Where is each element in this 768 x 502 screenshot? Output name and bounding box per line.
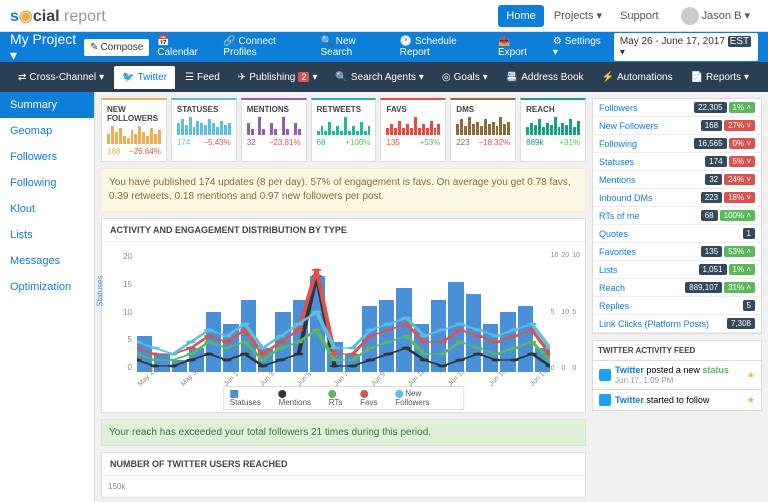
date-range[interactable]: May 26 - June 17, 2017 EST ▾ (614, 33, 758, 61)
schedule-link[interactable]: 🕐 Schedule Report (395, 33, 490, 61)
nav-support[interactable]: Support (612, 5, 667, 27)
chart-legend: Statuses Mentions RTs Favs New Followers (223, 386, 465, 410)
sidebar-item-klout[interactable]: Klout (0, 196, 94, 222)
tab-automations[interactable]: ⚡ Automations (594, 66, 681, 89)
nav-projects[interactable]: Projects ▾ (546, 4, 610, 27)
stat-row[interactable]: New Followers16827% ˅ (593, 117, 761, 135)
sidebar-item-lists[interactable]: Lists (0, 222, 94, 248)
sidebar-item-geomap[interactable]: Geomap (0, 118, 94, 144)
metric-card[interactable]: DMS223−18.32% (450, 98, 516, 162)
metric-card[interactable]: NEW FOLLOWERS168−26.64% (101, 98, 167, 162)
sidebar-item-followers[interactable]: Followers (0, 144, 94, 170)
settings-link[interactable]: ⚙ Settings ▾ (548, 33, 611, 61)
tab-publishing[interactable]: ✈ Publishing 2 ▾ (230, 66, 326, 89)
twitter-icon (599, 369, 611, 381)
top-bar: s◉cial report Home Projects ▾ Support Ja… (0, 0, 768, 32)
stat-row[interactable]: Reach889,10731% ˄ (593, 279, 761, 297)
metric-card[interactable]: MENTIONS32−23.81% (241, 98, 307, 162)
sidebar-item-messages[interactable]: Messages (0, 248, 94, 274)
export-link[interactable]: 📤 Export (493, 33, 545, 61)
stat-row[interactable]: Link Clicks (Platform Posts)7,308 (593, 315, 761, 333)
metric-card[interactable]: FAVS135+53% (380, 98, 446, 162)
stat-row[interactable]: Quotes1 (593, 225, 761, 243)
right-y-axes: 1050 20100 1050 (551, 252, 580, 372)
top-nav: Home Projects ▾ Support Jason B ▾ (498, 2, 758, 30)
twitter-feed: TWITTER ACTIVITY FEED Twitter posted a n… (592, 340, 762, 411)
nav-home[interactable]: Home (498, 5, 543, 27)
project-bar: My Project ▾ ✎ Compose 📅 Calendar 🔗 Conn… (0, 32, 768, 62)
logo: s◉cial report (10, 6, 106, 26)
chart-title: ACTIVITY AND ENGAGEMENT DISTRIBUTION BY … (102, 219, 585, 242)
stat-row[interactable]: Followers22,3051% ˄ (593, 99, 761, 117)
metric-card[interactable]: RETWEETS68+100% (311, 98, 377, 162)
sidebar: SummaryGeomapFollowersFollowingKloutList… (0, 92, 95, 502)
metric-cards: NEW FOLLOWERS168−26.64%STATUSES174−5.43%… (101, 98, 586, 162)
feed-item[interactable]: Twitter posted a new statusJun 17, 1:09 … (592, 361, 762, 390)
feed-item[interactable]: Twitter started to follow★ (592, 390, 762, 411)
tab-search-agents[interactable]: 🔍 Search Agents ▾ (327, 66, 432, 89)
twitter-icon (599, 394, 611, 406)
stat-row[interactable]: RTs of me68100% ˄ (593, 207, 761, 225)
y-axis-label: Statuses (96, 275, 105, 306)
tab-goals[interactable]: ◎ Goals ▾ (434, 66, 496, 89)
compose-button[interactable]: ✎ Compose (84, 39, 149, 56)
channel-tabs: ⇄ Cross-Channel ▾ 🐦 Twitter ☰ Feed ✈ Pub… (0, 62, 768, 92)
reach-chart-title: NUMBER OF TWITTER USERS REACHED (102, 453, 585, 476)
stat-row[interactable]: Inbound DMs22318% ˅ (593, 189, 761, 207)
tab-address-book[interactable]: 📇 Address Book (498, 66, 592, 89)
sidebar-item-following[interactable]: Following (0, 170, 94, 196)
sidebar-item-summary[interactable]: Summary (0, 92, 94, 118)
tab-cross-channel[interactable]: ⇄ Cross-Channel ▾ (10, 66, 112, 89)
stats-table: Followers22,3051% ˄New Followers16827% ˅… (592, 98, 762, 334)
activity-chart-panel: ACTIVITY AND ENGAGEMENT DISTRIBUTION BY … (101, 218, 586, 413)
y-axis: 20151050 (110, 252, 132, 372)
reach-chart-panel: NUMBER OF TWITTER USERS REACHED 150k (101, 452, 586, 498)
summary-info: You have published 174 updates (8 per da… (101, 168, 586, 212)
tab-feed[interactable]: ☰ Feed (177, 66, 228, 89)
sidebar-item-optimization[interactable]: Optimization (0, 274, 94, 300)
tab-twitter[interactable]: 🐦 Twitter (114, 66, 175, 89)
tab-reports[interactable]: 📄 Reports ▾ (683, 66, 758, 89)
avatar-icon (681, 7, 699, 25)
stat-row[interactable]: Replies5 (593, 297, 761, 315)
stat-row[interactable]: Lists1,0511% ˄ (593, 261, 761, 279)
reach-info: Your reach has exceeded your total follo… (101, 419, 586, 446)
calendar-link[interactable]: 📅 Calendar (152, 33, 215, 61)
feed-title: TWITTER ACTIVITY FEED (592, 340, 762, 361)
stat-row[interactable]: Mentions3224% ˅ (593, 171, 761, 189)
metric-card[interactable]: STATUSES174−5.43% (171, 98, 237, 162)
stat-row[interactable]: Following16,5650% ˅ (593, 135, 761, 153)
project-selector[interactable]: My Project ▾ (10, 31, 84, 64)
stat-row[interactable]: Statuses1745% ˅ (593, 153, 761, 171)
stat-row[interactable]: Favorites13553% ˄ (593, 243, 761, 261)
metric-card[interactable]: REACH889k+31% (520, 98, 586, 162)
connect-link[interactable]: 🔗 Connect Profiles (218, 33, 312, 61)
search-link[interactable]: 🔍 New Search (316, 33, 392, 61)
nav-user[interactable]: Jason B ▾ (669, 2, 758, 30)
